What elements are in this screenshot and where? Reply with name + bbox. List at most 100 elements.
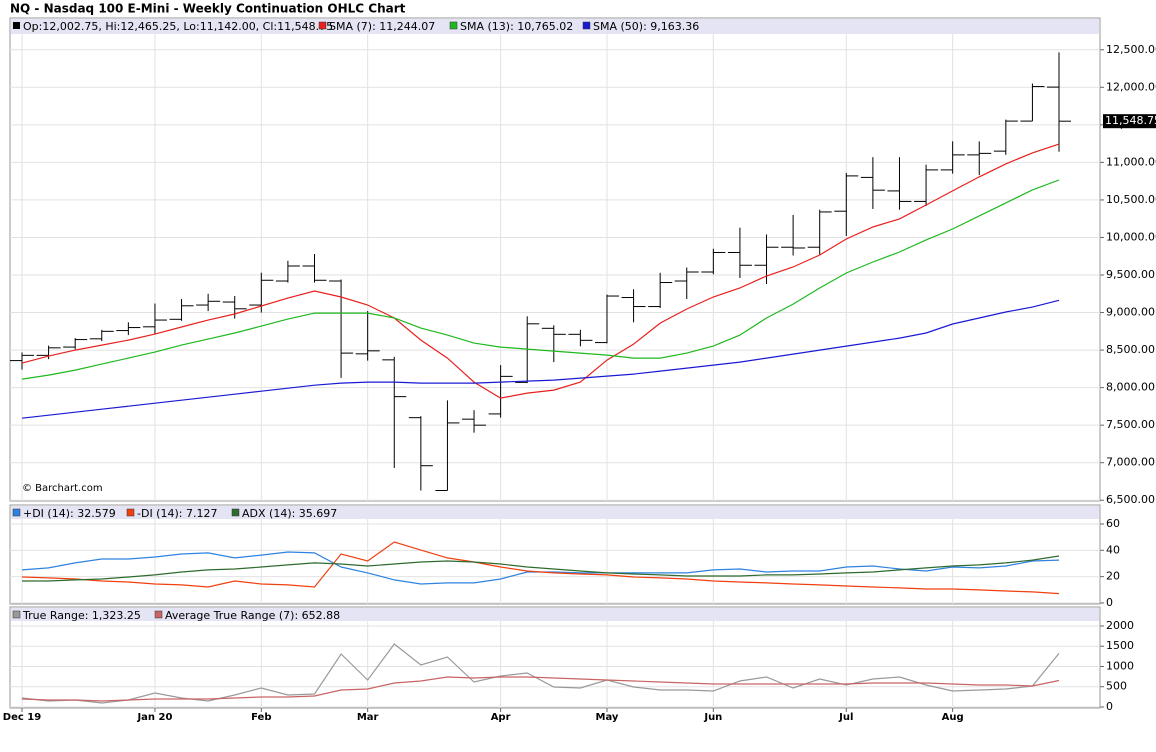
legend-label: ADX (14): 35.697 — [242, 507, 337, 520]
y-tick-label: 6,500.00 — [1106, 493, 1155, 506]
series-line — [21, 299, 1060, 419]
ohlc-bar — [462, 410, 487, 433]
x-tick-label: Dec 19 — [3, 712, 41, 723]
x-tick-label: Jun — [703, 712, 722, 723]
ohlc-bar — [860, 157, 885, 209]
y-tick-label: 10,500.00 — [1106, 193, 1156, 206]
ohlc-bar — [781, 214, 806, 256]
panel — [9, 17, 1101, 502]
legend-label: SMA (50): 9,163.36 — [593, 20, 699, 33]
legend-label: Average True Range (7): 652.88 — [165, 609, 340, 622]
legend-label: SMA (7): 11,244.07 — [329, 20, 435, 33]
legend-label: True Range: 1,323.25 — [22, 609, 141, 622]
panel — [9, 504, 1101, 605]
ohlc-bar — [807, 209, 832, 256]
y-tick-label: 60 — [1106, 517, 1120, 530]
last-price-box — [1103, 114, 1156, 129]
legend-band — [11, 608, 1099, 621]
ohlc-bar — [1047, 52, 1072, 152]
ohlc-bar — [275, 260, 300, 283]
ohlc-bar — [435, 400, 460, 491]
ohlc-bar — [89, 329, 114, 342]
x-tick-label: Feb — [251, 712, 271, 723]
y-tick-label: 11,000.00 — [1106, 155, 1156, 168]
y-tick-label: 2000 — [1106, 619, 1134, 632]
ohlc-bar — [940, 141, 965, 174]
series-line — [21, 541, 1060, 595]
y-tick-label: 0 — [1106, 596, 1113, 609]
source: © Barchart.com — [22, 483, 103, 494]
y-tick-label: 40 — [1106, 543, 1120, 556]
ohlc-bar — [621, 289, 646, 323]
ohlc-bar — [515, 316, 540, 384]
legend-swatch — [318, 21, 327, 30]
chart-title: NQ - Nasdaq 100 E-Mini - Weekly Continua… — [10, 2, 406, 16]
legend-swatch — [12, 508, 21, 517]
legend-band — [11, 506, 1099, 519]
x-tick-label: Aug — [942, 712, 964, 723]
ohlc-bar — [169, 299, 194, 321]
x-tick-label: May — [596, 712, 619, 723]
legend-swatch — [231, 508, 240, 517]
y-tick-label: 8,000.00 — [1106, 381, 1155, 394]
ohlc-bar — [408, 416, 433, 491]
x-tick-label: Mar — [357, 712, 379, 723]
panel — [9, 606, 1101, 709]
legend-label: SMA (13): 10,765.02 — [460, 20, 573, 33]
ohlc-bar — [10, 352, 34, 370]
series-line — [21, 676, 1060, 702]
legend-label: +DI (14): 32.579 — [23, 507, 116, 520]
ohlc-bar — [36, 345, 61, 360]
ohlc-bar — [63, 338, 88, 350]
ohlc-bar — [222, 296, 247, 319]
y-tick-label: 500 — [1106, 680, 1127, 693]
y-tick-label: 1000 — [1106, 659, 1134, 672]
ohlc-bar — [329, 279, 354, 378]
y-tick-label: 9,000.00 — [1106, 306, 1155, 319]
ohlc-bar — [674, 267, 699, 300]
y-tick-label: 8,500.00 — [1106, 343, 1155, 356]
legend-label: -DI (14): 7.127 — [137, 507, 217, 520]
ohlc-bar — [993, 119, 1018, 155]
ohlc-bar — [834, 172, 859, 236]
x-tick-label: Jan 20 — [136, 712, 172, 723]
y-tick-label: 0 — [1106, 700, 1113, 713]
x-tick-label: Jul — [838, 712, 853, 723]
ohlc-bar — [382, 356, 407, 468]
ohlc-bar — [541, 325, 566, 363]
ohlc-bar — [116, 322, 141, 336]
ohlc-bar — [914, 164, 939, 206]
series-line — [22, 555, 1060, 582]
legend-swatch — [126, 508, 135, 517]
y-tick-label: 10,000.00 — [1106, 230, 1156, 243]
last-price-label: 11,548.75 — [1105, 114, 1156, 127]
y-tick-label: 12,000.00 — [1106, 80, 1156, 93]
legend-swatch — [582, 21, 591, 30]
series-line — [21, 143, 1060, 399]
y-tick-label: 7,500.00 — [1106, 418, 1155, 431]
ohlc-bar — [1020, 83, 1045, 122]
legend-swatch — [449, 21, 458, 30]
ohlc-bar — [701, 248, 726, 275]
y-tick-label: 1500 — [1106, 639, 1134, 652]
y-tick-label: 7,000.00 — [1106, 456, 1155, 469]
legend-swatch — [13, 22, 20, 29]
y-tick-label: 9,500.00 — [1106, 268, 1155, 281]
ohlc-bar — [142, 303, 167, 335]
ohlc-bar — [196, 293, 221, 312]
ohlc-bar — [488, 365, 513, 418]
y-tick-label: 12,500.00 — [1106, 43, 1156, 56]
ohlc-bar — [887, 157, 912, 210]
ohlc-bar — [648, 272, 673, 309]
ohlc-bar — [727, 227, 752, 279]
ohlc-bar — [355, 311, 380, 361]
legend-swatch — [12, 610, 21, 619]
ohlc-bar — [967, 141, 992, 176]
legend-band — [11, 19, 1099, 34]
x-tick-label: Apr — [491, 712, 511, 723]
y-tick-label: 20 — [1106, 570, 1120, 583]
legend-label: Op:12,002.75, Hi:12,465.25, Lo:11,142.00… — [23, 20, 333, 33]
ohlc-bar — [568, 329, 593, 347]
